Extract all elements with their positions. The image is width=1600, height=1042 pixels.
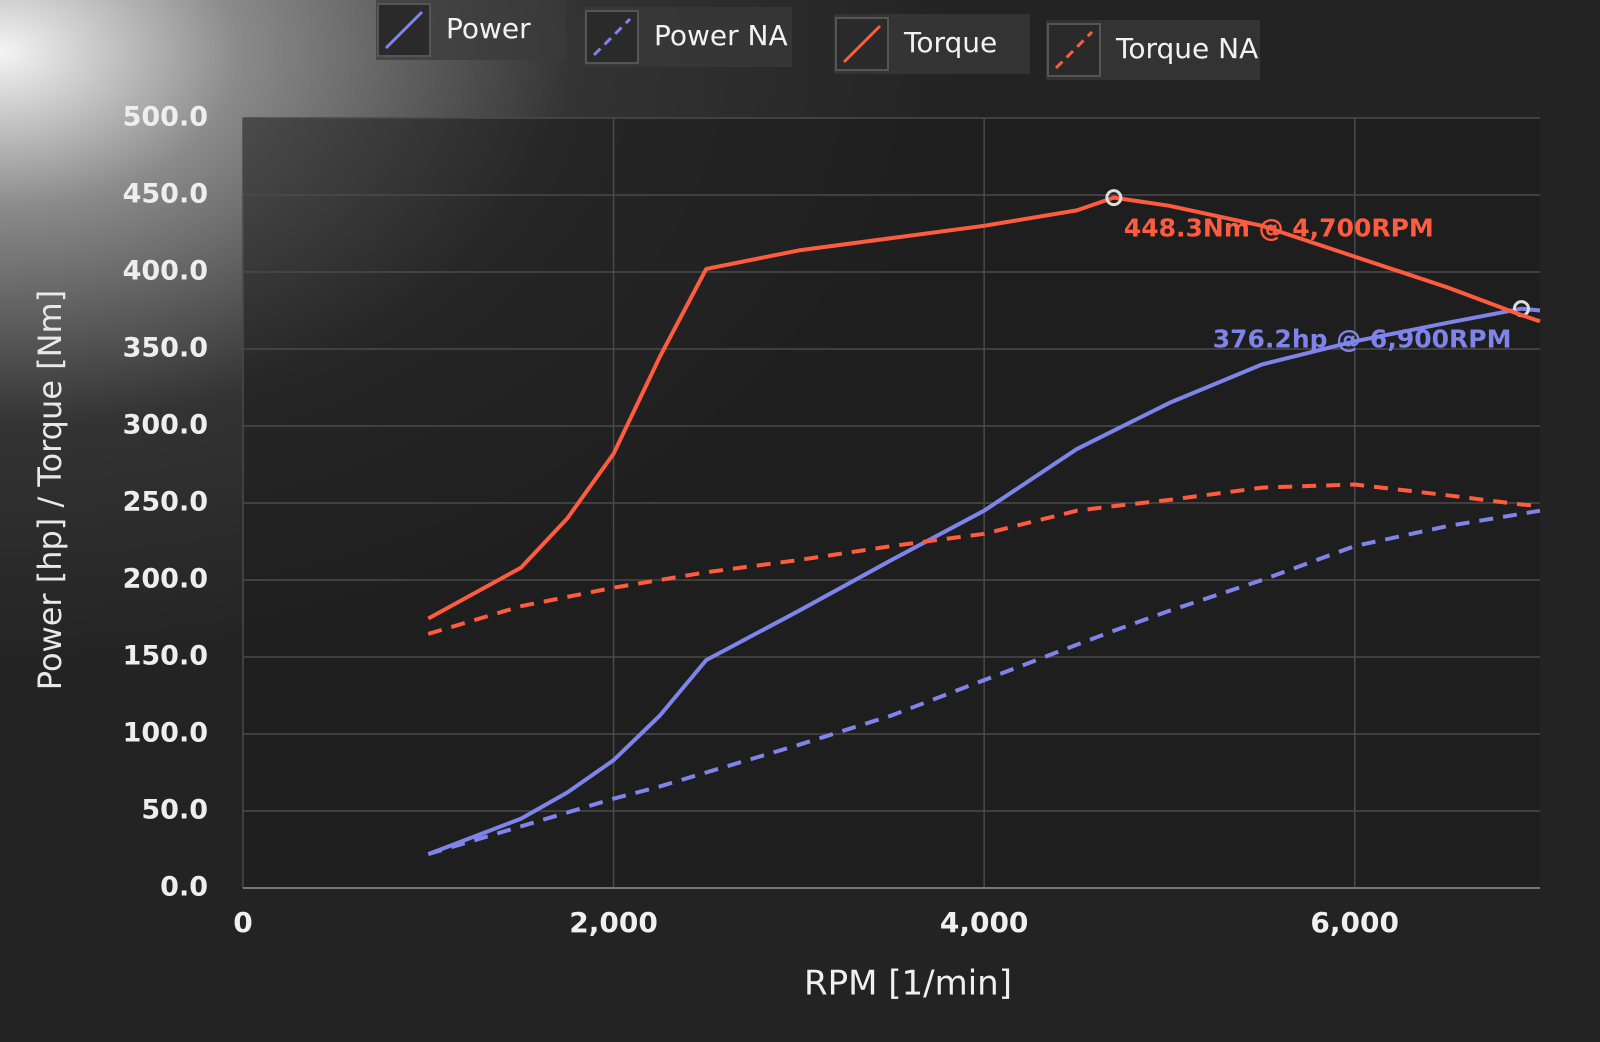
legend-swatch: [585, 10, 639, 64]
y-tick-label: 100.0: [123, 718, 208, 749]
legend-swatch: [1047, 23, 1101, 77]
y-tick-label: 50.0: [141, 795, 208, 826]
legend-line: [842, 24, 882, 64]
legend-label: Power NA: [654, 19, 788, 52]
legend-item[interactable]: Torque: [834, 14, 1030, 74]
x-axis-label: RPM [1/min]: [804, 964, 1012, 1004]
y-tick-label: 150.0: [123, 641, 208, 672]
x-tick-label: 6,000: [1310, 906, 1399, 939]
legend-item[interactable]: Power NA: [584, 7, 792, 67]
legend-item[interactable]: Power: [376, 0, 566, 60]
legend-line: [592, 17, 632, 57]
x-tick-label: 4,000: [940, 906, 1029, 939]
y-tick-label: 400.0: [123, 256, 208, 287]
y-tick-label: 300.0: [123, 410, 208, 441]
legend-label: Power: [446, 12, 531, 45]
peak-marker: [1105, 189, 1123, 207]
series-line: [427, 508, 1541, 857]
annotation: 376.2hp @ 6,900RPM: [1213, 325, 1512, 354]
y-tick-label: 0.0: [160, 872, 208, 903]
annotation: 448.3Nm @ 4,700RPM: [1124, 214, 1434, 243]
y-tick-label: 450.0: [123, 179, 208, 210]
y-tick-label: 350.0: [123, 333, 208, 364]
legend-label: Torque: [903, 26, 997, 59]
y-axis-label: Power [hp] / Torque [Nm]: [31, 290, 69, 690]
legend-line: [1054, 30, 1094, 70]
legend-item[interactable]: Torque NA: [1046, 20, 1260, 80]
x-tick-label: 2,000: [569, 906, 658, 939]
series-line: [427, 195, 1541, 621]
y-tick-label: 200.0: [123, 564, 208, 595]
y-tick-label: 250.0: [123, 487, 208, 518]
series-line: [427, 482, 1541, 636]
x-tick-label: 0: [233, 906, 252, 939]
legend-line: [384, 10, 424, 50]
legend-label: Torque NA: [1115, 32, 1258, 65]
series-line: [427, 306, 1541, 856]
y-tick-label: 500.0: [123, 102, 208, 133]
